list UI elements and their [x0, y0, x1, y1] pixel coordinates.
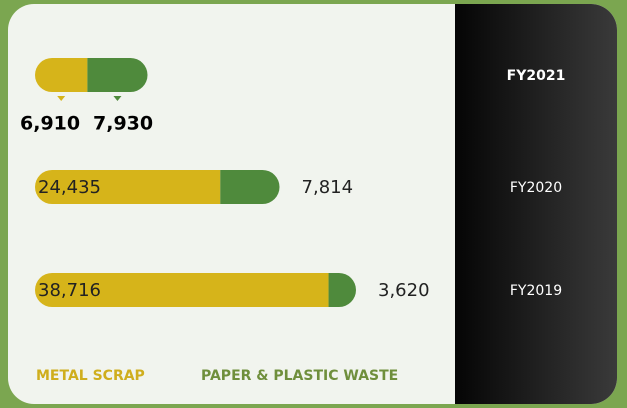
pointer	[113, 96, 122, 101]
bar-group	[35, 58, 148, 92]
bar-segment	[35, 170, 221, 204]
bar-segment	[35, 58, 88, 92]
bar-segment	[87, 58, 148, 92]
value-label: 7,814	[302, 177, 354, 198]
value-label: 24,435	[38, 177, 101, 198]
value-label: 7,930	[93, 113, 153, 135]
value-label: 38,716	[38, 280, 101, 301]
pointer	[57, 96, 66, 101]
value-label: 6,910	[20, 113, 80, 135]
category-label: FY2021	[507, 68, 566, 84]
category-label: FY2020	[510, 180, 562, 196]
year-panel	[455, 4, 617, 404]
category-label: FY2019	[510, 283, 562, 299]
bar-segment	[220, 170, 280, 204]
bar-group	[35, 170, 280, 204]
value-label: 3,620	[378, 280, 430, 301]
legend-label: PAPER & PLASTIC WASTE	[201, 368, 398, 384]
legend-label: METAL SCRAP	[36, 368, 145, 384]
bar-segment	[328, 273, 356, 307]
bar-group	[35, 273, 356, 307]
bar-segment	[35, 273, 329, 307]
